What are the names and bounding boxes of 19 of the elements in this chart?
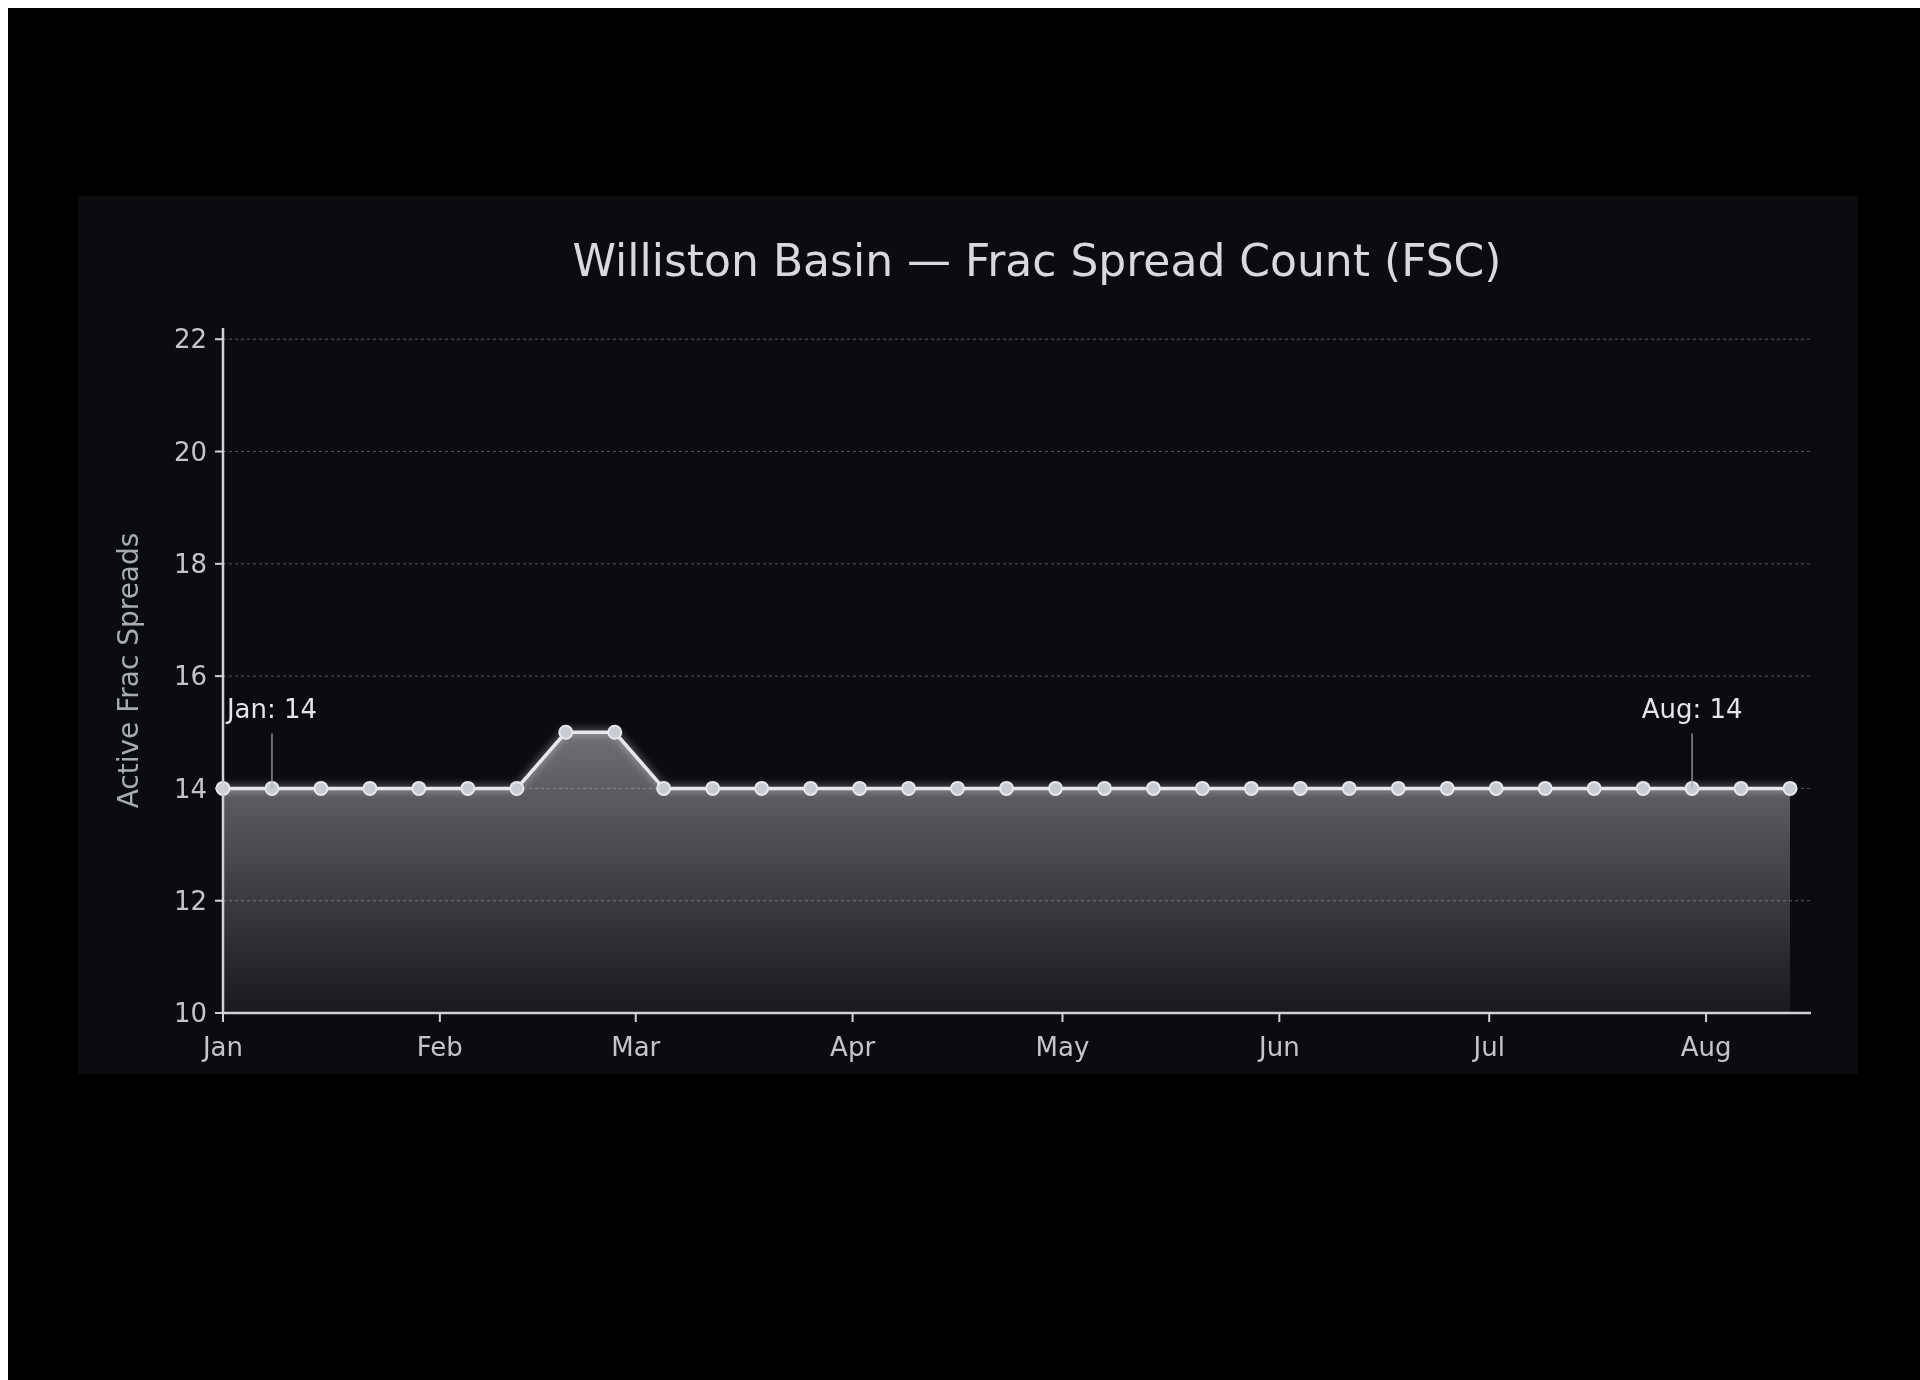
chart-title: Williston Basin — Frac Spread Count (FSC)	[572, 235, 1502, 286]
x-tick-label: Mar	[611, 1032, 661, 1062]
y-tick-label: 12	[173, 885, 207, 916]
annotation: Aug: 14	[1641, 694, 1743, 725]
y-axis-title: Active Frac Spreads	[112, 532, 145, 809]
y-tick-label: 14	[173, 773, 207, 804]
x-tick-label: Feb	[416, 1032, 463, 1062]
y-tick-label: 20	[173, 436, 207, 467]
x-tick-label: Apr	[830, 1032, 876, 1062]
annotation: Jan: 14	[224, 694, 318, 725]
y-tick-label: 22	[173, 324, 207, 355]
y-tick-label: 18	[173, 548, 207, 579]
x-tick-label: Jun	[1257, 1032, 1300, 1062]
x-tick-label: Jan	[200, 1032, 244, 1062]
y-tick-label: 16	[173, 661, 207, 692]
x-tick-label: Aug	[1680, 1032, 1732, 1062]
x-tick-label: Jul	[1471, 1032, 1505, 1062]
y-tick-label: 10	[173, 998, 207, 1029]
x-tick-label: May	[1035, 1032, 1090, 1062]
